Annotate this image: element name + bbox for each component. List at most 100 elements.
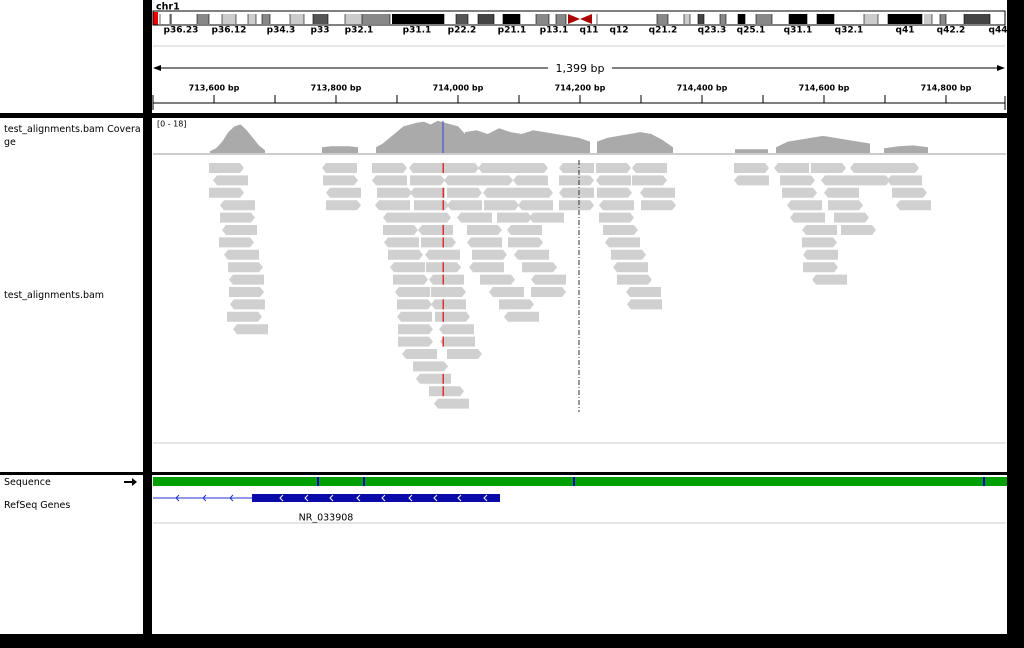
base <box>689 477 691 486</box>
read <box>508 237 543 248</box>
base <box>687 477 689 486</box>
base <box>727 477 729 486</box>
mismatch <box>442 187 444 198</box>
base <box>293 477 295 486</box>
band <box>720 14 726 24</box>
base <box>965 477 967 486</box>
base <box>245 477 247 486</box>
base <box>267 477 269 486</box>
base <box>779 477 781 486</box>
base <box>705 477 707 486</box>
base <box>527 477 529 486</box>
ideogram-frame <box>152 10 1006 26</box>
base <box>203 477 205 486</box>
base <box>159 477 161 486</box>
base <box>483 477 485 486</box>
base <box>923 477 925 486</box>
read <box>617 274 652 285</box>
band <box>160 14 170 24</box>
base <box>243 477 245 486</box>
base <box>345 477 347 486</box>
base <box>663 477 665 486</box>
base <box>251 477 253 486</box>
band-label: q32.1 <box>835 26 864 36</box>
read <box>410 187 445 198</box>
read <box>605 237 640 248</box>
base <box>777 477 779 486</box>
read <box>887 175 922 186</box>
base <box>305 477 307 486</box>
base <box>325 477 327 486</box>
base <box>667 477 669 486</box>
read <box>821 175 856 186</box>
base <box>565 477 567 486</box>
base <box>713 477 715 486</box>
gene-exon[interactable] <box>252 494 500 502</box>
track-name[interactable]: Sequence <box>4 477 51 488</box>
base <box>331 477 333 486</box>
band-label: q42.2 <box>937 26 966 36</box>
base <box>349 477 351 486</box>
base <box>337 477 339 486</box>
track-name[interactable]: test_alignments.bam <box>4 290 105 301</box>
track-name[interactable]: test_alignments.bam Coverage <box>4 124 141 148</box>
base <box>855 477 857 486</box>
base <box>347 477 349 486</box>
strand-toggle[interactable] <box>124 478 137 486</box>
band-label: q25.1 <box>737 26 766 36</box>
ruler-tick-label: 714,200 bp <box>555 84 606 93</box>
base <box>593 477 595 486</box>
base <box>883 477 885 486</box>
read <box>841 225 876 235</box>
base <box>731 477 733 486</box>
name-panel-bottom <box>0 475 143 634</box>
base <box>841 477 843 486</box>
read <box>416 373 451 384</box>
band <box>290 14 304 24</box>
base <box>995 477 997 486</box>
base <box>753 477 755 486</box>
ideogram[interactable]: p36.23 p36.12 p34.3 p33 p32.1 p31.1 p22.2 p21.1… <box>153 12 1007 36</box>
base <box>585 477 587 486</box>
base <box>195 477 197 486</box>
base <box>391 477 393 486</box>
base <box>993 477 995 486</box>
base <box>605 477 607 486</box>
base <box>321 477 323 486</box>
base <box>387 477 389 486</box>
track-name[interactable]: RefSeq Genes <box>4 500 71 511</box>
read <box>504 311 539 322</box>
base <box>751 477 753 486</box>
base <box>661 477 663 486</box>
base <box>655 477 657 486</box>
base <box>411 477 413 486</box>
base <box>587 477 589 486</box>
base <box>359 477 361 486</box>
base <box>577 477 579 486</box>
band-label: p21.1 <box>498 26 527 36</box>
read <box>613 262 648 273</box>
band-label: p32.1 <box>345 26 374 36</box>
read <box>467 225 502 235</box>
base <box>445 477 447 486</box>
base <box>481 477 483 486</box>
base <box>573 477 575 486</box>
base <box>915 477 917 486</box>
base <box>675 477 677 486</box>
base <box>205 477 207 486</box>
band <box>789 14 807 24</box>
read <box>447 200 482 211</box>
base <box>441 477 443 486</box>
base <box>163 477 165 486</box>
centromere <box>568 14 580 24</box>
base <box>479 477 481 486</box>
base <box>443 477 445 486</box>
base <box>357 477 359 486</box>
strand-arrow <box>483 494 488 502</box>
base <box>315 477 317 486</box>
base <box>461 477 463 486</box>
base <box>225 477 227 486</box>
base <box>645 477 647 486</box>
base <box>375 477 377 486</box>
read <box>529 212 564 223</box>
